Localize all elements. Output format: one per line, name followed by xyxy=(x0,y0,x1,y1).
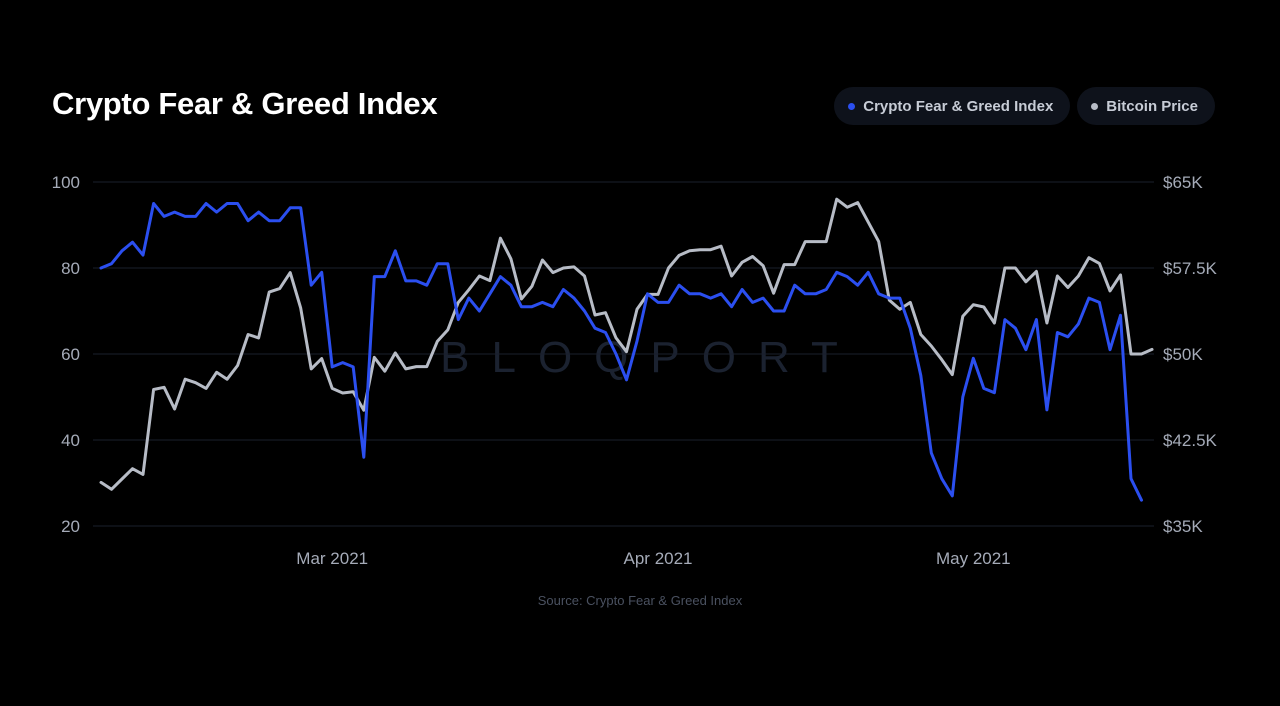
left-axis: 20 40 60 80 100 xyxy=(52,173,80,536)
x-tick-label: May 2021 xyxy=(936,549,1011,568)
watermark: BLOQPORT xyxy=(440,333,860,382)
right-tick-label: $57.5K xyxy=(1163,259,1218,278)
right-tick-label: $35K xyxy=(1163,517,1203,536)
left-tick-label: 20 xyxy=(61,517,80,536)
x-tick-label: Mar 2021 xyxy=(296,549,368,568)
right-axis: $35K $42.5K $50K $57.5K $65K xyxy=(1163,173,1218,536)
legend-label-bitcoin-price: Bitcoin Price xyxy=(1106,97,1198,115)
x-tick-label: Apr 2021 xyxy=(624,549,693,568)
left-tick-label: 80 xyxy=(61,259,80,278)
legend-dot-fear-greed xyxy=(848,102,856,110)
series-layer xyxy=(99,197,1154,502)
page-title: Crypto Fear & Greed Index xyxy=(52,86,438,121)
grid-lines xyxy=(93,181,1154,527)
x-axis: Mar 2021 Apr 2021 May 2021 xyxy=(296,549,1010,568)
chart-legend: Crypto Fear & Greed Index Bitcoin Price xyxy=(834,87,1215,125)
right-tick-label: $50K xyxy=(1163,345,1203,364)
legend-item-bitcoin-price[interactable]: Bitcoin Price xyxy=(1077,87,1215,125)
left-tick-label: 40 xyxy=(61,431,80,450)
series-line-bitcoin-price xyxy=(99,197,1154,491)
legend-label-fear-greed: Crypto Fear & Greed Index xyxy=(863,97,1054,115)
legend-dot-bitcoin-price xyxy=(1091,102,1099,110)
right-tick-label: $42.5K xyxy=(1163,431,1218,450)
left-tick-label: 60 xyxy=(61,345,80,364)
right-tick-label: $65K xyxy=(1163,173,1203,192)
left-tick-label: 100 xyxy=(52,173,80,192)
legend-item-fear-greed[interactable]: Crypto Fear & Greed Index xyxy=(834,87,1071,125)
series-line-crypto-fear-greed-index xyxy=(99,202,1143,502)
source-note: Source: Crypto Fear & Greed Index xyxy=(537,593,743,608)
